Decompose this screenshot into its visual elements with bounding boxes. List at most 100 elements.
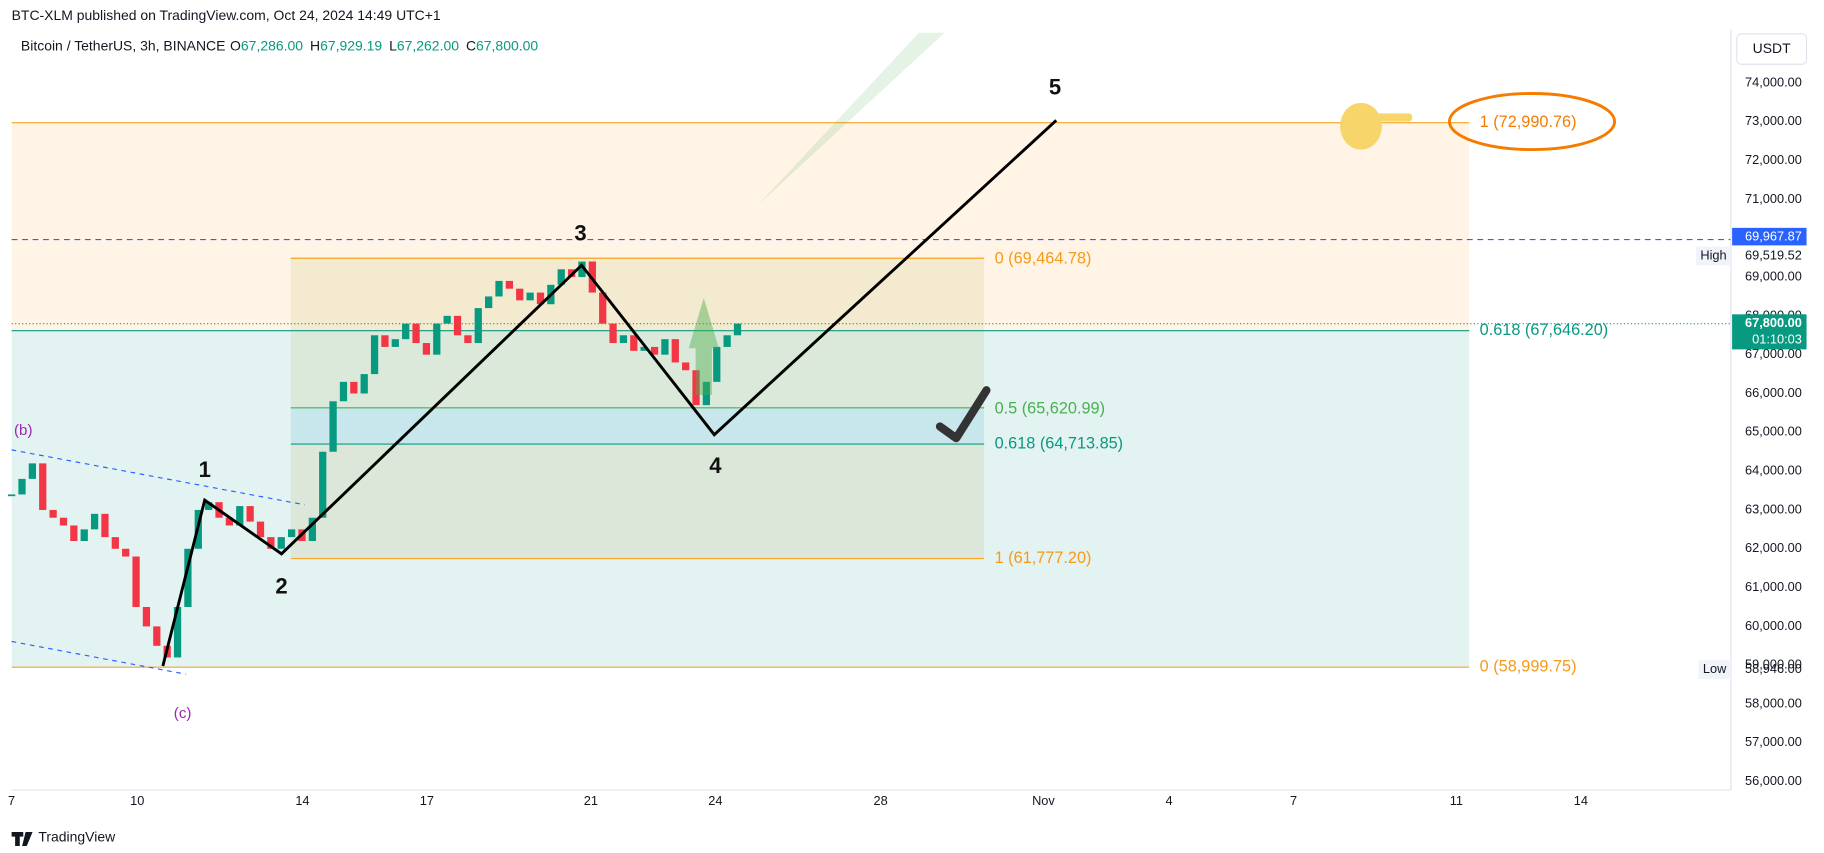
price-label: 57,000.00: [1745, 734, 1802, 749]
price-label: 63,000.00: [1745, 501, 1802, 516]
candle: [464, 335, 472, 344]
candle: [723, 335, 731, 347]
candle: [153, 626, 161, 646]
candle: [516, 288, 524, 301]
price-label: 60,000.00: [1745, 618, 1802, 633]
candle: [308, 517, 316, 542]
candle: [578, 261, 586, 278]
candle: [495, 280, 503, 297]
publisher: BTC-XLM published on TradingView.com, Oc…: [12, 7, 441, 23]
price-label: 73,000.00: [1745, 113, 1802, 128]
candle: [692, 370, 700, 406]
candle: [402, 323, 410, 340]
currency-button[interactable]: [1736, 33, 1808, 65]
tag-bg: [1732, 227, 1807, 246]
candle: [360, 374, 368, 394]
price-label: 72,000.00: [1745, 152, 1802, 167]
fib-zone: [11, 330, 1470, 668]
time-label: 4: [1166, 793, 1173, 808]
candle: [650, 346, 659, 355]
candle: [619, 335, 628, 344]
candle: [39, 463, 47, 510]
price-label: 56,000.00: [1745, 773, 1802, 788]
hand-icon: [1340, 102, 1413, 150]
candle: [682, 362, 690, 371]
footer: TradingView: [11, 828, 116, 846]
candle: [8, 494, 16, 497]
overlays: [161, 92, 1617, 667]
candle: [111, 537, 119, 549]
fib-labels: 1 (72,990.76) 0.618 (67,646.20) 0 (58,99…: [995, 113, 1609, 676]
candle: [90, 513, 99, 530]
candle: [277, 537, 285, 549]
candle: [733, 323, 742, 336]
price-label: 65,000.00: [1745, 424, 1802, 439]
channel-line: [11, 449, 305, 506]
candle: [474, 308, 482, 344]
candle: [184, 548, 192, 607]
candle: [381, 335, 389, 347]
wave-label: (c): [174, 705, 192, 722]
price-tags: 69,967.87 High 69,519.52 67,800.00 01:10…: [1696, 227, 1807, 679]
tag-bg: [1698, 660, 1731, 679]
price-label: 62,000.00: [1745, 540, 1802, 555]
time-label: 7: [8, 793, 15, 808]
price-label: 64,000.00: [1745, 463, 1802, 478]
wave-label: 1: [199, 457, 211, 482]
candle: [433, 323, 441, 355]
candle: [319, 451, 327, 518]
candle: [80, 529, 88, 542]
fib-label: 1 (72,990.76): [1480, 113, 1577, 131]
time-label: 14: [295, 793, 309, 808]
candle: [59, 517, 68, 526]
price-label: 71,000.00: [1745, 191, 1802, 206]
tag-bg: [1732, 314, 1807, 350]
candle: [142, 606, 151, 627]
candle: [599, 292, 607, 324]
low-tag: 58,946.00: [1745, 661, 1802, 676]
fib-zone: [290, 407, 985, 445]
candle: [713, 346, 721, 382]
ohlc-key: O: [230, 37, 241, 53]
candle: [101, 513, 109, 538]
candle: [526, 292, 534, 301]
fib-label: 0.618 (64,713.85): [995, 434, 1124, 452]
currency[interactable]: USDT: [1753, 40, 1791, 56]
price-label: 58,000.00: [1745, 695, 1802, 710]
candle: [609, 323, 617, 344]
wave-labels: 1 2 3 4 5 (b) (c): [14, 75, 1061, 722]
price-label: 69,000.00: [1745, 268, 1802, 283]
channel-line: [11, 640, 187, 675]
highlight-circle: [1447, 92, 1617, 152]
arrow: [688, 297, 719, 395]
candle: [630, 335, 638, 351]
candle: [350, 381, 358, 394]
high-label: High: [1700, 247, 1726, 262]
ohlc-value: 67,929.19: [320, 37, 382, 53]
ohlc-value: 67,800.00: [476, 37, 538, 53]
time-label: 14: [1574, 793, 1588, 808]
candle: [329, 401, 337, 452]
candle: [70, 525, 78, 542]
time-label: 21: [584, 793, 598, 808]
candle: [339, 381, 348, 402]
wave-label: 4: [709, 453, 722, 478]
high-tag: 69,519.52: [1745, 247, 1802, 262]
fib-label: 0.5 (65,620.99): [995, 399, 1105, 417]
candle: [640, 346, 648, 351]
fib-label: 0.618 (67,646.20): [1480, 321, 1609, 339]
symbol-legend: Bitcoin / TetherUS, 3h, BINANCE O67,286.0…: [21, 37, 538, 53]
low-label: Low: [1703, 661, 1727, 676]
time-label: 24: [708, 793, 722, 808]
candle: [173, 606, 182, 658]
candle: [391, 339, 399, 347]
candle: [236, 506, 244, 526]
candle: [205, 502, 213, 510]
ohlc-key: H: [310, 37, 320, 53]
symbol-name: Bitcoin / TetherUS, 3h, BINANCE: [21, 37, 225, 53]
time-label: 11: [1450, 793, 1463, 808]
price-label: 61,000.00: [1745, 579, 1802, 594]
candle: [225, 517, 234, 526]
